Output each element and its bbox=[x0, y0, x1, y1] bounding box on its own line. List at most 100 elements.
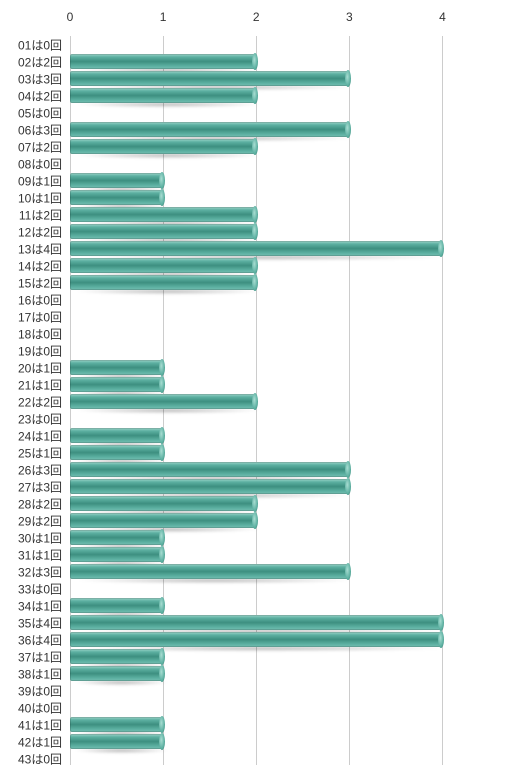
bar-row: 06は3回 bbox=[0, 121, 489, 138]
bar bbox=[70, 734, 163, 749]
bar-row: 14は2回 bbox=[0, 257, 489, 274]
row-label: 19は0回 bbox=[0, 342, 62, 359]
bar-end-cap bbox=[159, 648, 165, 665]
bar-row: 16は0回 bbox=[0, 291, 489, 308]
bar-body bbox=[70, 360, 163, 375]
bar-row: 23は0回 bbox=[0, 410, 489, 427]
bar-row: 31は1回 bbox=[0, 546, 489, 563]
bar-end-cap bbox=[438, 240, 444, 257]
bar-end-cap bbox=[159, 376, 165, 393]
x-tick-label: 4 bbox=[439, 10, 446, 24]
bar bbox=[70, 122, 349, 137]
row-label: 38は1回 bbox=[0, 665, 62, 682]
bar bbox=[70, 224, 256, 239]
bar bbox=[70, 717, 163, 732]
bar-body bbox=[70, 445, 163, 460]
bar bbox=[70, 530, 163, 545]
bar-end-cap bbox=[252, 53, 258, 70]
row-label: 33は0回 bbox=[0, 580, 62, 597]
bar-body bbox=[70, 564, 349, 579]
bar-end-cap bbox=[252, 87, 258, 104]
bar-body bbox=[70, 71, 349, 86]
bar bbox=[70, 394, 256, 409]
x-tick-label: 1 bbox=[160, 10, 167, 24]
bar-body bbox=[70, 54, 256, 69]
bar-row: 11は2回 bbox=[0, 206, 489, 223]
bar-body bbox=[70, 479, 349, 494]
bar-end-cap bbox=[345, 478, 351, 495]
row-label: 17は0回 bbox=[0, 308, 62, 325]
row-label: 18は0回 bbox=[0, 325, 62, 342]
bar-body bbox=[70, 122, 349, 137]
bar bbox=[70, 360, 163, 375]
row-label: 37は1回 bbox=[0, 648, 62, 665]
bar-row: 38は1回 bbox=[0, 665, 489, 682]
bar-row: 24は1回 bbox=[0, 427, 489, 444]
bar-end-cap bbox=[252, 393, 258, 410]
bar-body bbox=[70, 615, 442, 630]
row-label: 32は3回 bbox=[0, 563, 62, 580]
x-tick-label: 3 bbox=[346, 10, 353, 24]
bar-body bbox=[70, 394, 256, 409]
row-label: 20は1回 bbox=[0, 359, 62, 376]
bar bbox=[70, 462, 349, 477]
bar bbox=[70, 513, 256, 528]
bar-row: 17は0回 bbox=[0, 308, 489, 325]
bar bbox=[70, 564, 349, 579]
bar-end-cap bbox=[159, 359, 165, 376]
bar-row: 22は2回 bbox=[0, 393, 489, 410]
bar-body bbox=[70, 190, 163, 205]
bar-row: 25は1回 bbox=[0, 444, 489, 461]
bar-body bbox=[70, 275, 256, 290]
bar-end-cap bbox=[345, 461, 351, 478]
row-label: 29は2回 bbox=[0, 512, 62, 529]
bar-body bbox=[70, 428, 163, 443]
bar-row: 19は0回 bbox=[0, 342, 489, 359]
bar-end-cap bbox=[252, 206, 258, 223]
row-label: 14は2回 bbox=[0, 257, 62, 274]
bar-end-cap bbox=[159, 529, 165, 546]
bar bbox=[70, 275, 256, 290]
row-label: 34は1回 bbox=[0, 597, 62, 614]
row-label: 12は2回 bbox=[0, 223, 62, 240]
bar-body bbox=[70, 462, 349, 477]
bar-row: 42は1回 bbox=[0, 733, 489, 750]
bar-end-cap bbox=[159, 733, 165, 750]
bar bbox=[70, 615, 442, 630]
bar-row: 37は1回 bbox=[0, 648, 489, 665]
bar bbox=[70, 649, 163, 664]
row-label: 22は2回 bbox=[0, 393, 62, 410]
row-label: 23は0回 bbox=[0, 410, 62, 427]
row-label: 41は1回 bbox=[0, 716, 62, 733]
row-label: 36は4回 bbox=[0, 631, 62, 648]
bar bbox=[70, 173, 163, 188]
bar-row: 05は0回 bbox=[0, 104, 489, 121]
bar-body bbox=[70, 377, 163, 392]
bar-row: 32は3回 bbox=[0, 563, 489, 580]
bar-row: 29は2回 bbox=[0, 512, 489, 529]
bar-row: 41は1回 bbox=[0, 716, 489, 733]
bar bbox=[70, 54, 256, 69]
x-axis: 01234 bbox=[70, 0, 489, 36]
bar-body bbox=[70, 173, 163, 188]
bar-end-cap bbox=[159, 546, 165, 563]
row-label: 31は1回 bbox=[0, 546, 62, 563]
bar-row: 04は2回 bbox=[0, 87, 489, 104]
bar-body bbox=[70, 496, 256, 511]
bar-end-cap bbox=[252, 257, 258, 274]
bar-body bbox=[70, 241, 442, 256]
bar bbox=[70, 445, 163, 460]
row-label: 16は0回 bbox=[0, 291, 62, 308]
bar-body bbox=[70, 632, 442, 647]
bar-body bbox=[70, 717, 163, 732]
bar-body bbox=[70, 734, 163, 749]
row-label: 08は0回 bbox=[0, 155, 62, 172]
x-tick-label: 0 bbox=[67, 10, 74, 24]
row-label: 39は0回 bbox=[0, 682, 62, 699]
bar-end-cap bbox=[252, 223, 258, 240]
bar bbox=[70, 241, 442, 256]
row-label: 10は1回 bbox=[0, 189, 62, 206]
row-label: 30は1回 bbox=[0, 529, 62, 546]
bar-row: 18は0回 bbox=[0, 325, 489, 342]
row-label: 01は0回 bbox=[0, 36, 62, 53]
